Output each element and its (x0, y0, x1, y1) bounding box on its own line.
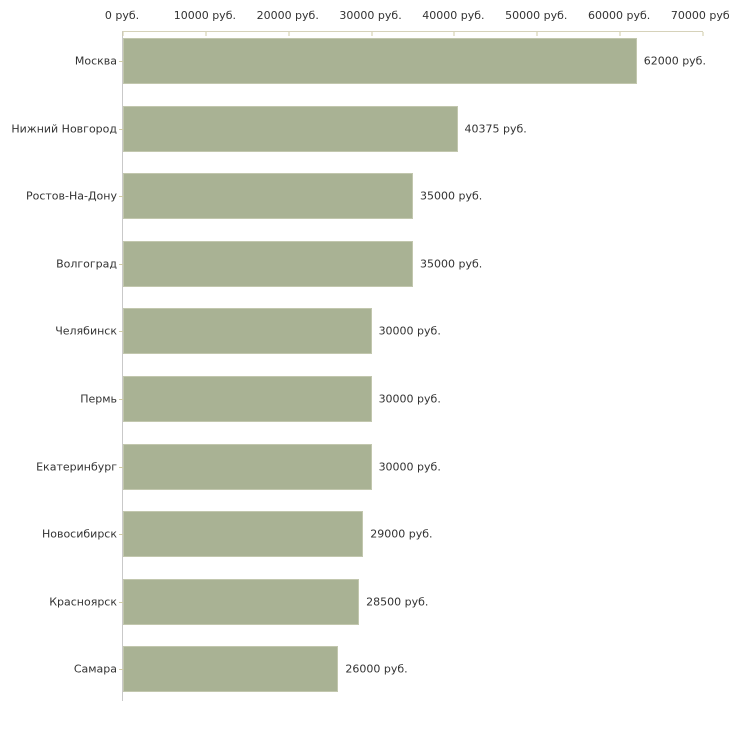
category-label: Самара (73, 662, 117, 676)
x-axis-tick-label: 30000 руб. (339, 9, 402, 22)
y-axis-tick-mark (119, 534, 123, 536)
value-label: 26000 руб. (345, 662, 408, 676)
bar-row: Нижний Новгород 40375 руб. (11, 105, 703, 152)
category-label: Пермь (80, 392, 117, 406)
bar-row: Челябинск 30000 руб. (55, 308, 703, 355)
y-axis-tick-mark (119, 196, 123, 198)
value-label: 28500 руб. (366, 595, 429, 609)
y-axis-tick-mark (119, 128, 123, 130)
plot-area: Москва 62000 руб. Нижний Новгород 40375 руб… (11, 31, 706, 701)
x-axis-tick-label: 60000 руб. (588, 9, 651, 22)
bar-row: Ростов-На-Дону 35000 руб. (26, 173, 703, 220)
bar (123, 105, 458, 152)
x-axis-tick-label: 0 руб. (104, 9, 140, 22)
bar (123, 38, 637, 84)
x-axis-tick-label: 50000 руб. (505, 9, 568, 22)
value-label: 29000 руб. (370, 527, 433, 541)
bar (123, 240, 413, 287)
bar-row: Екатеринбург 30000 руб. (36, 443, 703, 490)
y-axis-tick-mark (119, 331, 123, 333)
category-label: Ростов-На-Дону (25, 189, 117, 203)
x-axis-tick-mark (536, 32, 538, 36)
value-label: 30000 руб. (378, 392, 441, 406)
x-axis-tick-mark (122, 32, 124, 36)
x-axis-tick-mark (453, 32, 455, 36)
bar (123, 308, 372, 355)
bar-row: Новосибирск 29000 руб. (42, 511, 703, 558)
category-label: Москва (74, 54, 117, 68)
bar-row: Пермь 30000 руб. (80, 376, 703, 422)
x-axis-tick-label: 20000 руб. (256, 9, 319, 22)
category-label: Екатеринбург (36, 460, 117, 474)
x-axis-tick-label: 40000 руб. (422, 9, 485, 22)
value-label: 40375 руб. (464, 122, 527, 136)
value-label: 35000 руб. (420, 189, 483, 203)
y-axis-tick-mark (119, 263, 123, 265)
category-label: Новосибирск (41, 527, 117, 541)
y-axis-tick-mark (119, 466, 123, 468)
x-axis-tick-label: 70000 руб. (670, 9, 730, 22)
y-axis-tick-mark (119, 601, 123, 603)
y-axis-tick-mark (119, 61, 123, 62)
bar-row: Самара 26000 руб. (74, 646, 703, 693)
bar (123, 511, 364, 558)
bar (123, 578, 360, 625)
bar-row: Москва 62000 руб. (75, 38, 706, 84)
bar (123, 443, 372, 490)
bar-row: Волгоград 35000 руб. (56, 240, 703, 287)
y-axis-tick-mark (119, 669, 123, 671)
category-label: Челябинск (55, 324, 117, 338)
bar (123, 173, 413, 220)
bar-row: Красноярск 28500 руб. (49, 578, 703, 625)
x-axis-tick-mark (619, 32, 621, 36)
category-label: Красноярск (49, 595, 117, 609)
category-label: Нижний Новгород (11, 122, 117, 136)
bar (123, 376, 372, 422)
x-axis-tick-mark (288, 32, 290, 36)
value-label: 30000 руб. (378, 324, 441, 338)
value-label: 62000 руб. (643, 54, 706, 68)
category-label: Волгоград (56, 257, 117, 271)
x-axis-label-band: 0 руб. 10000 руб. 20000 руб. 30000 руб. 4000… (105, 9, 730, 24)
bar (123, 646, 339, 693)
value-label: 35000 руб. (420, 257, 483, 271)
value-label: 30000 руб. (378, 460, 441, 474)
y-axis-tick-mark (119, 399, 123, 400)
x-axis-tick-mark (371, 32, 373, 36)
x-axis-tick-label: 10000 руб. (173, 9, 236, 22)
x-axis-tick-mark (205, 32, 207, 36)
x-axis-tick-mark (702, 32, 704, 36)
